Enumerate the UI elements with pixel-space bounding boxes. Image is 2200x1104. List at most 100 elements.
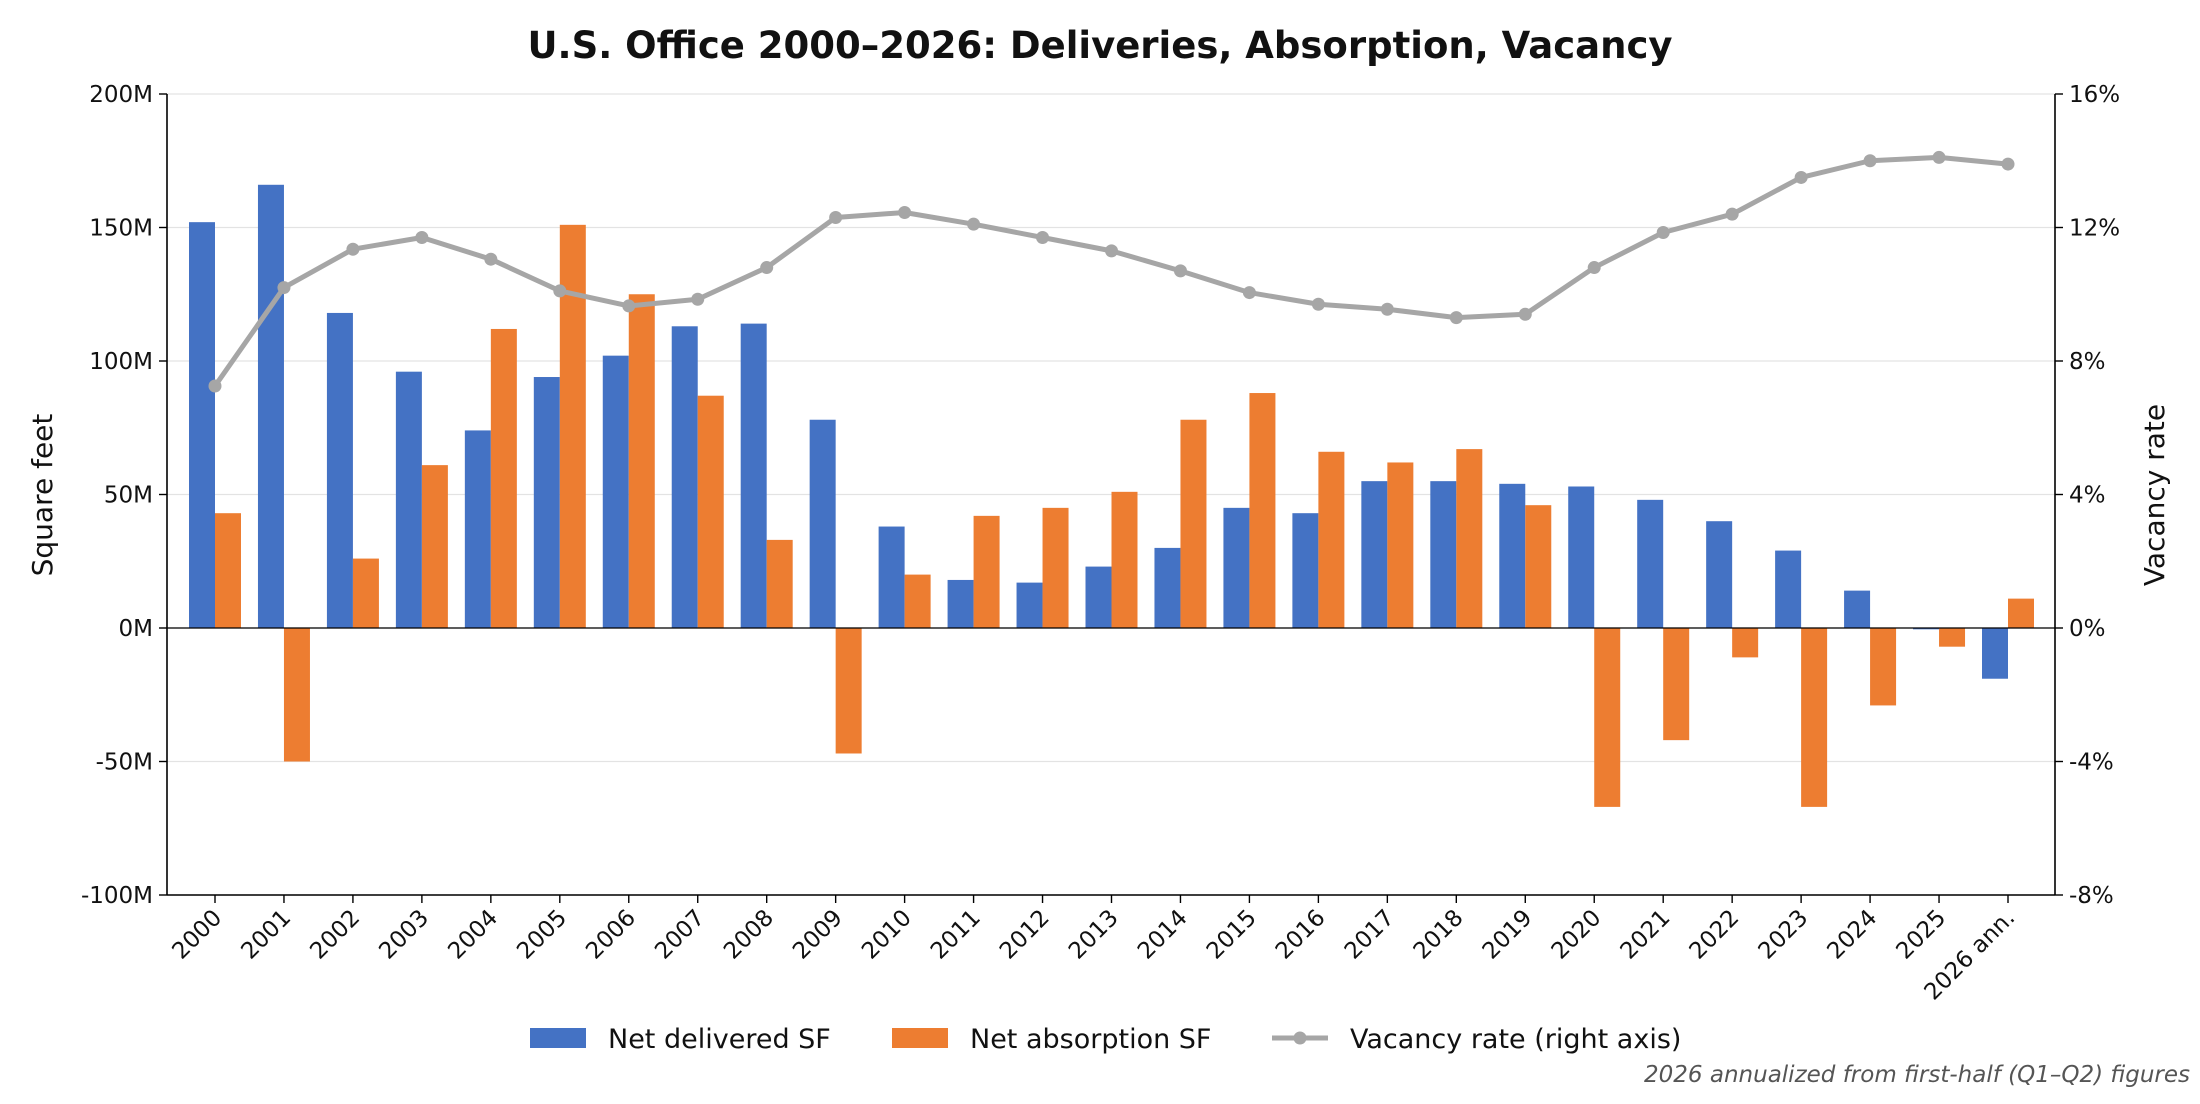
absorption-bar-2005 — [559, 224, 586, 628]
footnote: 2026 annualized from first-half (Q1–Q2) … — [1644, 1062, 2190, 1088]
vacancy-point — [1725, 207, 1739, 221]
bars — [189, 184, 2034, 807]
vacancy-point — [622, 299, 636, 313]
absorption-bar-2021 — [1663, 628, 1690, 741]
vacancy-point — [1656, 226, 1670, 240]
vacancy-point — [1380, 302, 1394, 316]
absorption-bar-2016 — [1318, 451, 1345, 628]
legend-label: Net absorption SF — [970, 1024, 1211, 1055]
vacancy-point — [1036, 231, 1050, 245]
y2-tick-label: 8% — [2069, 349, 2106, 375]
x-tick-label: 2021 — [1616, 905, 1676, 965]
x-tick-label: 2003 — [374, 905, 434, 965]
vacancy-point — [346, 242, 360, 256]
absorption-bar-2000 — [215, 513, 241, 628]
vacancy-point — [1932, 150, 1946, 164]
delivered-bar-2012 — [1016, 582, 1043, 628]
y-tick-label: 200M — [89, 82, 153, 108]
absorption-bar-2012 — [1042, 507, 1069, 628]
legend: Net delivered SF Net absorption SF Vacancy… — [530, 1024, 1681, 1055]
vacancy-point — [1449, 311, 1463, 325]
x-tick-label: 2023 — [1754, 905, 1814, 965]
x-tick-label: 2006 — [581, 905, 641, 965]
y-tick-label: 100M — [89, 349, 153, 375]
x-tick-label: 2013 — [1064, 905, 1124, 965]
y2-tick-label: 12% — [2069, 216, 2120, 242]
absorption-bar-2017 — [1387, 462, 1414, 628]
vacancy-point — [691, 292, 705, 306]
vacancy-point — [415, 231, 429, 245]
vacancy-point — [208, 379, 222, 393]
delivered-bar-2015 — [1223, 507, 1250, 628]
delivered-bar-2025 — [1913, 628, 1940, 630]
absorption-bar-2023 — [1801, 628, 1828, 807]
absorption-bar-2010 — [904, 574, 931, 628]
delivered-bar-2016 — [1292, 513, 1319, 628]
delivered-bar-2024 — [1844, 590, 1871, 628]
vacancy-point — [760, 261, 774, 275]
legend-marker — [1293, 1031, 1307, 1045]
vacancy-point — [1863, 154, 1877, 168]
y-tick-label: 0M — [119, 616, 153, 642]
x-tick-label: 2001 — [236, 905, 296, 965]
x-tick-label: 2005 — [512, 905, 572, 965]
legend-swatch — [530, 1028, 586, 1048]
absorption-bar-2018 — [1456, 449, 1483, 628]
vacancy-point — [1242, 286, 1256, 300]
delivered-bar-2001 — [257, 184, 284, 628]
x-tick-label: 2011 — [926, 905, 986, 965]
delivered-bar-2020 — [1568, 486, 1595, 628]
x-tick-label: 2016 — [1271, 905, 1331, 965]
absorption-bar-2009 — [835, 628, 862, 754]
right-axis-ticks: -8% -4% 0% 4% 8% 12% 16% — [2055, 82, 2120, 909]
absorption-bar-2024 — [1870, 628, 1897, 706]
x-tick-label: 2020 — [1547, 905, 1607, 965]
delivered-bar-2011 — [947, 579, 974, 628]
delivered-bar-2003 — [395, 371, 422, 628]
delivered-bar-2023 — [1775, 550, 1802, 628]
absorption-bar-2019 — [1525, 505, 1552, 628]
x-tick-label: 2014 — [1133, 905, 1193, 965]
x-axis-ticks: 2000 2001 2002 2003 2004 2005 2006 2007 2008 2009… — [167, 895, 2020, 1006]
legend-label: Net delivered SF — [608, 1024, 831, 1055]
delivered-bar-2026-ann- — [1982, 628, 2008, 679]
vacancy-point — [2001, 157, 2015, 171]
vacancy-polyline — [212, 154, 2011, 389]
absorption-bar-2002 — [352, 558, 379, 628]
delivered-bar-2007 — [671, 326, 698, 628]
legend-label: Vacancy rate (right axis) — [1350, 1024, 1681, 1055]
absorption-bar-2013 — [1111, 491, 1138, 628]
vacancy-point — [967, 217, 981, 231]
delivered-bar-2018 — [1430, 481, 1457, 628]
absorption-bar-2006 — [628, 294, 655, 628]
absorption-bar-2025 — [1939, 628, 1966, 647]
absorption-bar-2015 — [1249, 393, 1276, 628]
delivered-bar-2019 — [1499, 483, 1526, 628]
x-tick-label: 2017 — [1340, 905, 1400, 965]
y2-tick-label: 16% — [2069, 82, 2120, 108]
x-tick-label: 2009 — [788, 905, 848, 965]
delivered-bar-2013 — [1085, 566, 1112, 628]
y-axis-label: Square feet — [26, 414, 59, 577]
absorption-bar-2020 — [1594, 628, 1621, 807]
absorption-bar-2001 — [283, 628, 310, 762]
delivered-bar-2006 — [602, 355, 629, 628]
vacancy-line — [208, 150, 2015, 393]
x-tick-label: 2025 — [1891, 905, 1951, 965]
chart-title: U.S. Office 2000–2026: Deliveries, Absor… — [527, 24, 1672, 67]
vacancy-point — [277, 281, 291, 295]
vacancy-point — [1105, 244, 1118, 258]
x-tick-label: 2022 — [1685, 905, 1745, 965]
vacancy-point — [1587, 261, 1601, 275]
x-tick-label: 2002 — [305, 905, 365, 965]
absorption-bar-2014 — [1180, 419, 1207, 628]
gridlines — [167, 93, 2055, 896]
y2-tick-label: 0% — [2069, 616, 2106, 642]
delivered-bar-2014 — [1154, 547, 1181, 628]
delivered-bar-2004 — [464, 430, 491, 628]
y2-tick-label: -8% — [2069, 883, 2114, 909]
absorption-bar-2004 — [490, 328, 517, 628]
delivered-bar-2022 — [1706, 521, 1733, 628]
